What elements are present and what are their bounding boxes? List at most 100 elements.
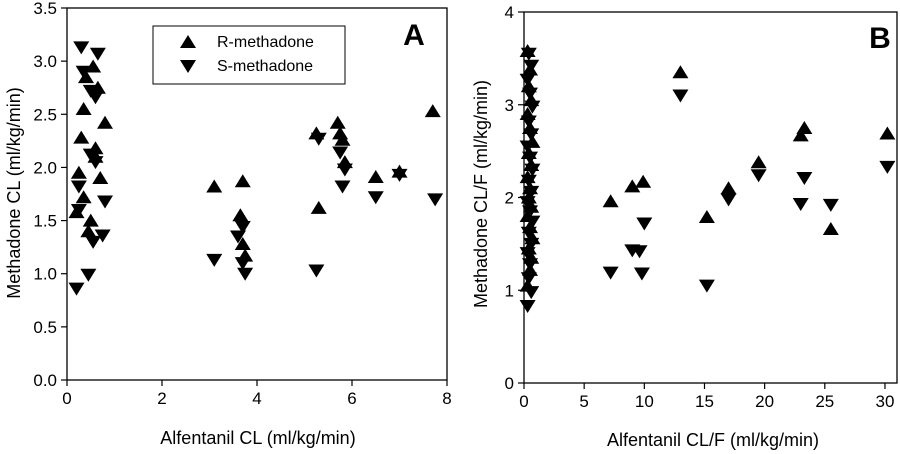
panel-a-point-r-methadone [424, 104, 441, 118]
legend: R-methadone S-methadone [152, 25, 346, 85]
panel-b-point-r-methadone [796, 120, 813, 134]
panel-a-point-r-methadone [97, 115, 113, 129]
panel-a-point-r-methadone [92, 171, 109, 185]
panel-a-point-r-methadone [80, 224, 97, 238]
panel-a-point-s-methadone [206, 253, 223, 267]
panel-b-y-tick-label: 1 [505, 281, 514, 300]
panel-a-point-r-methadone [232, 208, 249, 222]
panel-a-y-tick-label: 2.0 [33, 158, 57, 177]
panel-b-y-tick-label: 3 [505, 96, 514, 115]
panel-b-point-s-methadone [519, 300, 536, 314]
panel-a-point-s-methadone [334, 180, 351, 194]
panel-b-point-r-methadone [720, 181, 737, 195]
panel-b-point-s-methadone [524, 163, 541, 177]
panel-b-x-tick-label: 5 [579, 392, 588, 411]
panel-a-point-r-methadone [73, 130, 90, 144]
panel-b-plot-frame [523, 11, 898, 384]
panel-b-point-s-methadone [520, 115, 537, 129]
panel-b-point-s-methadone [522, 258, 539, 272]
panel-b-axes: 0 5 10 15 20 25 30 0 1 2 3 4 [505, 3, 898, 411]
panel-b-chart: 0 5 10 15 20 25 30 0 1 2 3 4 Alfentanil CL/F (ml/kg… [471, 3, 898, 450]
panel-a-point-s-methadone [310, 132, 327, 146]
panel-a-y-tick-label: 3.0 [33, 52, 57, 71]
panel-b-x-tick-label: 25 [815, 392, 834, 411]
panel-b-x-axis-title: Alfentanil CL/F (ml/kg/min) [607, 430, 819, 450]
panel-b-point-s-methadone [523, 59, 540, 73]
panel-a-point-r-methadone [334, 132, 351, 146]
panel-a-x-tick-label: 4 [252, 389, 261, 408]
panel-a-point-s-methadone [336, 163, 353, 177]
panel-b-point-s-methadone [522, 151, 539, 165]
panel-b-y-tick-label: 0 [505, 374, 514, 393]
panel-b-point-s-methadone [522, 205, 539, 219]
panel-b-point-s-methadone [523, 237, 540, 251]
panel-a-point-r-methadone [75, 101, 92, 115]
panel-b-point-s-methadone [631, 245, 648, 259]
panel-a-point-s-methadone [427, 193, 444, 207]
panel-b-point-s-methadone [698, 279, 715, 293]
panel-a-x-tick-label: 6 [347, 389, 356, 408]
panel-a-y-axis-title: Methadone CL (ml/kg/min) [4, 87, 24, 298]
panel-b-point-s-methadone [522, 87, 539, 101]
legend-triangle-down-icon [180, 60, 196, 73]
panel-b-y-axis-title: Methadone CL/F (ml/kg/min) [471, 80, 491, 308]
panel-a-point-s-methadone [87, 91, 104, 105]
panel-b-x-tick-label: 20 [755, 392, 774, 411]
panel-b-x-tick-label: 15 [695, 392, 714, 411]
panel-b-x-tick-label: 0 [519, 392, 528, 411]
panel-b-point-s-methadone [523, 185, 540, 199]
panel-a-point-s-methadone [94, 229, 111, 243]
panel-a-point-r-methadone [234, 174, 251, 188]
panel-b-point-s-methadone [524, 215, 541, 229]
panel-a-point-s-methadone [234, 257, 251, 271]
panel-a-point-s-methadone [237, 267, 254, 281]
panel-a-point-r-methadone [78, 70, 94, 84]
panel-b-x-tick-label: 30 [876, 392, 895, 411]
panel-b-point-s-methadone [524, 100, 541, 114]
panel-a-point-s-methadone [97, 195, 113, 209]
panel-a-y-tick-label: 2.5 [33, 105, 57, 124]
panel-b-point-r-methadone [879, 126, 896, 140]
panel-a-point-s-methadone [70, 180, 87, 194]
panel-b-point-r-methadone [672, 65, 689, 79]
panel-a-x-axis-title: Alfentanil CL (ml/kg/min) [160, 428, 355, 448]
panel-a-point-s-methadone [68, 282, 85, 296]
panel-b-point-s-methadone [602, 266, 619, 280]
panel-b-point-s-methadone [822, 198, 839, 212]
panel-b-point-s-methadone [636, 217, 653, 231]
panel-b-point-s-methadone [523, 128, 540, 142]
panel-a-point-r-methadone [82, 213, 99, 227]
panel-a-point-r-methadone [367, 169, 384, 183]
panel-b-point-s-methadone [879, 160, 896, 174]
panel-b-point-s-methadone [520, 174, 537, 188]
panel-b-point-r-methadone [602, 194, 619, 208]
panel-b-point-s-methadone [520, 272, 537, 286]
panel-a-point-s-methadone [391, 168, 408, 182]
panel-b-point-r-methadone [624, 179, 641, 193]
panel-a-x-tick-label: 8 [442, 389, 451, 408]
panel-a-y-tick-label: 0.0 [33, 371, 57, 390]
panel-b-point-s-methadone [520, 47, 537, 61]
panel-a-point-r-methadone [70, 165, 87, 179]
panel-a-point-s-methadone [332, 146, 349, 160]
panel-b-y-tick-label: 4 [505, 3, 514, 22]
panel-b-point-s-methadone [672, 89, 689, 103]
panel-a-point-s-methadone [230, 230, 246, 244]
panel-b-point-s-methadone [750, 169, 767, 183]
panel-a-point-s-methadone [234, 220, 251, 234]
panel-b-letter: B [869, 22, 891, 55]
panel-b-x-tick-label: 10 [635, 392, 654, 411]
panel-a-point-s-methadone [85, 235, 102, 249]
legend-triangle-up-icon [180, 35, 196, 48]
panel-a-letter: A [403, 19, 425, 52]
panel-b-point-s-methadone [523, 286, 540, 300]
panel-b-point-s-methadone [633, 267, 650, 281]
panel-a-x-tick-label: 0 [62, 389, 71, 408]
panel-a-point-s-methadone [73, 41, 90, 55]
panel-a-point-s-methadone [80, 268, 97, 282]
panel-a-point-r-methadone [310, 200, 327, 214]
panel-b-point-r-methadone [792, 128, 809, 142]
panel-a-point-s-methadone [89, 47, 106, 61]
panel-a-y-tick-label: 1.5 [33, 212, 57, 231]
panel-a-y-tick-label: 1.0 [33, 265, 57, 284]
